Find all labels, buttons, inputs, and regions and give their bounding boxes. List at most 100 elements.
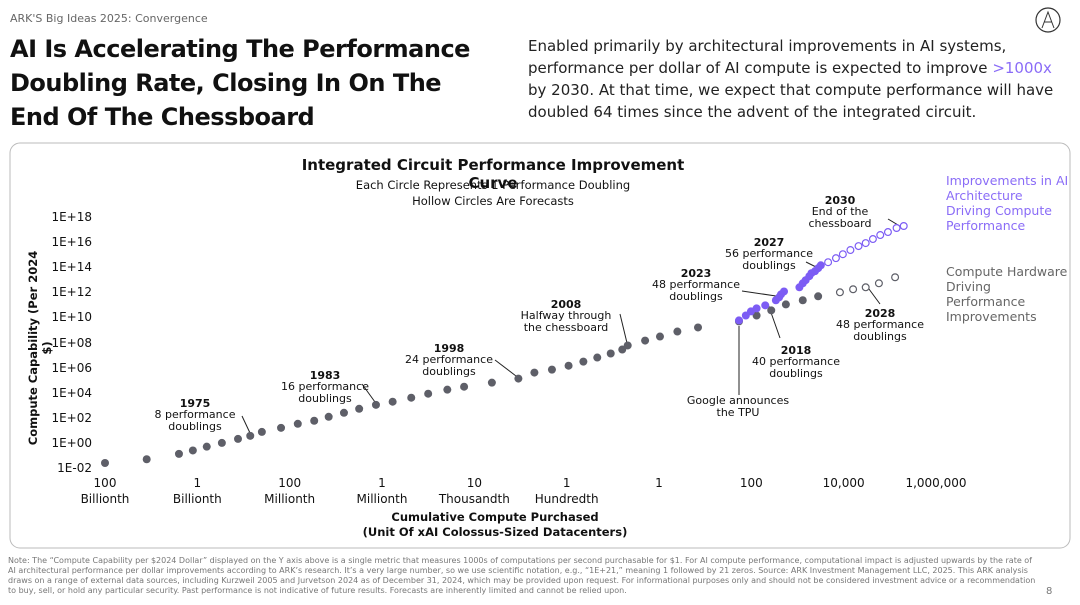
y-tick-label: 1E+18 [51, 210, 92, 224]
data-point [564, 361, 573, 370]
annotation-text: 48 performance doublings [652, 278, 740, 303]
forecast-point [835, 288, 844, 297]
y-tick-label: 1E+16 [51, 235, 92, 250]
data-point [293, 419, 302, 428]
x-tick-label: 100 Millionth [264, 476, 316, 506]
title: AI Is Accelerating The Performance Doubl… [10, 35, 470, 131]
x-axis-label: Cumulative Compute Purchased (Unit Of xA… [362, 510, 628, 539]
leader-line [741, 290, 777, 297]
annotation-text: 16 performance doublings [281, 380, 369, 405]
forecast-point [846, 246, 855, 255]
data-point [779, 287, 788, 296]
data-point [530, 368, 539, 377]
data-point [202, 442, 211, 451]
data-point [388, 397, 397, 406]
legend-entry: Improvements in AI Architecture Driving … [946, 173, 1069, 233]
x-tick-label: 10 Thousandth [438, 476, 510, 506]
leader-line [619, 313, 628, 344]
data-point [277, 423, 286, 432]
data-point [767, 306, 776, 315]
data-point [310, 416, 319, 425]
data-point [174, 449, 183, 458]
data-point [814, 292, 823, 301]
annotation-year: 1998 [433, 342, 465, 355]
data-point [324, 412, 333, 421]
y-tick-label: 1E+02 [51, 410, 92, 425]
annotation-text: 56 performance doublings [725, 247, 813, 272]
forecast-point [868, 235, 877, 244]
data-point [606, 349, 615, 358]
annotation-year: 1975 [179, 397, 211, 410]
data-point [655, 332, 664, 341]
page-number: 8 [1046, 586, 1053, 597]
data-point [761, 301, 770, 310]
annotation-year: 2027 [753, 236, 785, 249]
data-point [623, 341, 632, 350]
chart-card [9, 142, 1071, 549]
forecast-point [838, 250, 847, 259]
data-point [142, 455, 151, 464]
annotation-text: 40 performance doublings [752, 355, 840, 380]
data-point [424, 389, 433, 398]
data-point [443, 385, 452, 394]
x-tick-label: 1 Billionth [172, 476, 222, 506]
annotation-year: 1983 [309, 369, 341, 382]
forecast-point [831, 254, 840, 263]
data-point [355, 404, 364, 413]
data-point [798, 296, 807, 305]
footnote: Note: The “Compute Capability per $2024 … [8, 556, 1036, 595]
lead-highlight: >1000x [992, 59, 1052, 77]
data-point [673, 327, 682, 336]
leader-line [494, 359, 517, 377]
forecast-point [899, 222, 908, 231]
forecast-point [891, 273, 900, 282]
annotation-year: 2030 [824, 194, 856, 207]
x-tick-label: 1 Hundredth [534, 476, 599, 506]
data-point [339, 408, 348, 417]
x-tick-label: 1 Millionth [356, 476, 408, 506]
leader-line [241, 415, 251, 434]
data-point [734, 316, 743, 325]
annotation-text: 48 performance doublings [836, 318, 924, 343]
logo [1035, 7, 1061, 33]
data-point [618, 345, 627, 354]
leader-line [361, 383, 376, 403]
data-point [816, 261, 825, 270]
data-point [752, 304, 761, 313]
x-tick-label: 1 [655, 476, 663, 490]
y-tick-label: 1E+10 [51, 310, 92, 325]
forecast-point [883, 228, 892, 237]
data-point [246, 431, 255, 440]
data-point [407, 393, 416, 402]
annotation-year: 2028 [864, 307, 896, 320]
y-tick-label: 1E-02 [57, 461, 92, 475]
data-point [579, 357, 588, 366]
y-tick-label: 1E+06 [51, 360, 92, 375]
forecast-point [861, 283, 870, 292]
data-point [694, 323, 703, 332]
data-point [101, 459, 109, 468]
x-tick-label: 10,000 [822, 476, 865, 490]
annotation-text: End of the chessboard [808, 205, 872, 230]
y-tick-label: 1E+04 [51, 385, 92, 400]
y-tick-label: 1E+14 [51, 260, 92, 275]
logo [1041, 10, 1055, 29]
forecast-point [874, 279, 883, 288]
chart-title: Integrated Circuit Performance Improveme… [301, 156, 685, 192]
annotation-text: Google announces the TPU [686, 394, 790, 419]
data-point [257, 427, 266, 436]
forecast-point [854, 242, 863, 251]
forecast-point [876, 231, 885, 240]
lead-text: Enabled primarily by architectural impro… [528, 37, 1007, 77]
forecast-point [824, 258, 833, 267]
annotation-year: 2023 [680, 267, 712, 280]
annotation-text: Halfway through the chessboard [520, 309, 612, 334]
annotation-text: 24 performance doublings [405, 353, 493, 378]
x-tick-label: 100 Billionth [80, 476, 130, 506]
forecast-point [849, 285, 858, 294]
lead: Enabled primarily by architectural impro… [528, 35, 1068, 123]
forecast-point [861, 239, 870, 248]
data-point [547, 365, 556, 374]
